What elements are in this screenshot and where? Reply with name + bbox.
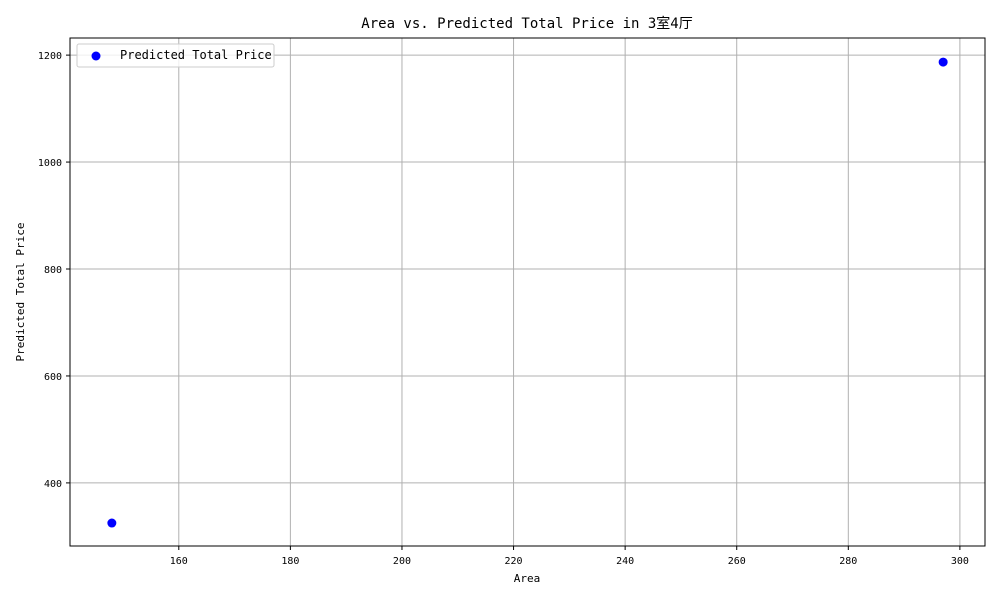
x-tick-label: 260 bbox=[728, 556, 746, 567]
data-point bbox=[107, 518, 117, 528]
data-points bbox=[107, 57, 948, 528]
data-point bbox=[938, 57, 948, 67]
y-tick-label: 1200 bbox=[38, 51, 62, 62]
grid-lines bbox=[70, 38, 985, 546]
y-tick-label: 400 bbox=[44, 479, 62, 490]
x-tick-label: 300 bbox=[951, 556, 969, 567]
plot-frame bbox=[69, 37, 986, 547]
x-tick-label: 280 bbox=[839, 556, 857, 567]
legend-label: Predicted Total Price bbox=[120, 48, 272, 62]
axis-ticks: 160 180 200 220 240 260 280 300 400 600 800 1000 120… bbox=[38, 51, 969, 567]
x-tick-label: 180 bbox=[281, 556, 299, 567]
y-axis-label: Predicted Total Price bbox=[14, 222, 27, 361]
legend: Predicted Total Price bbox=[76, 43, 275, 68]
y-tick-label: 800 bbox=[44, 265, 62, 276]
y-tick-label: 600 bbox=[44, 372, 62, 383]
legend-marker-icon bbox=[91, 51, 101, 61]
chart-title: Area vs. Predicted Total Price in 3室4厅 bbox=[361, 15, 692, 32]
legend-box bbox=[76, 43, 275, 68]
x-tick-label: 200 bbox=[393, 556, 411, 567]
x-axis-label: Area bbox=[514, 572, 541, 585]
x-tick-label: 240 bbox=[616, 556, 634, 567]
x-tick-label: 160 bbox=[170, 556, 188, 567]
x-tick-label: 220 bbox=[505, 556, 523, 567]
y-tick-label: 1000 bbox=[38, 158, 62, 169]
